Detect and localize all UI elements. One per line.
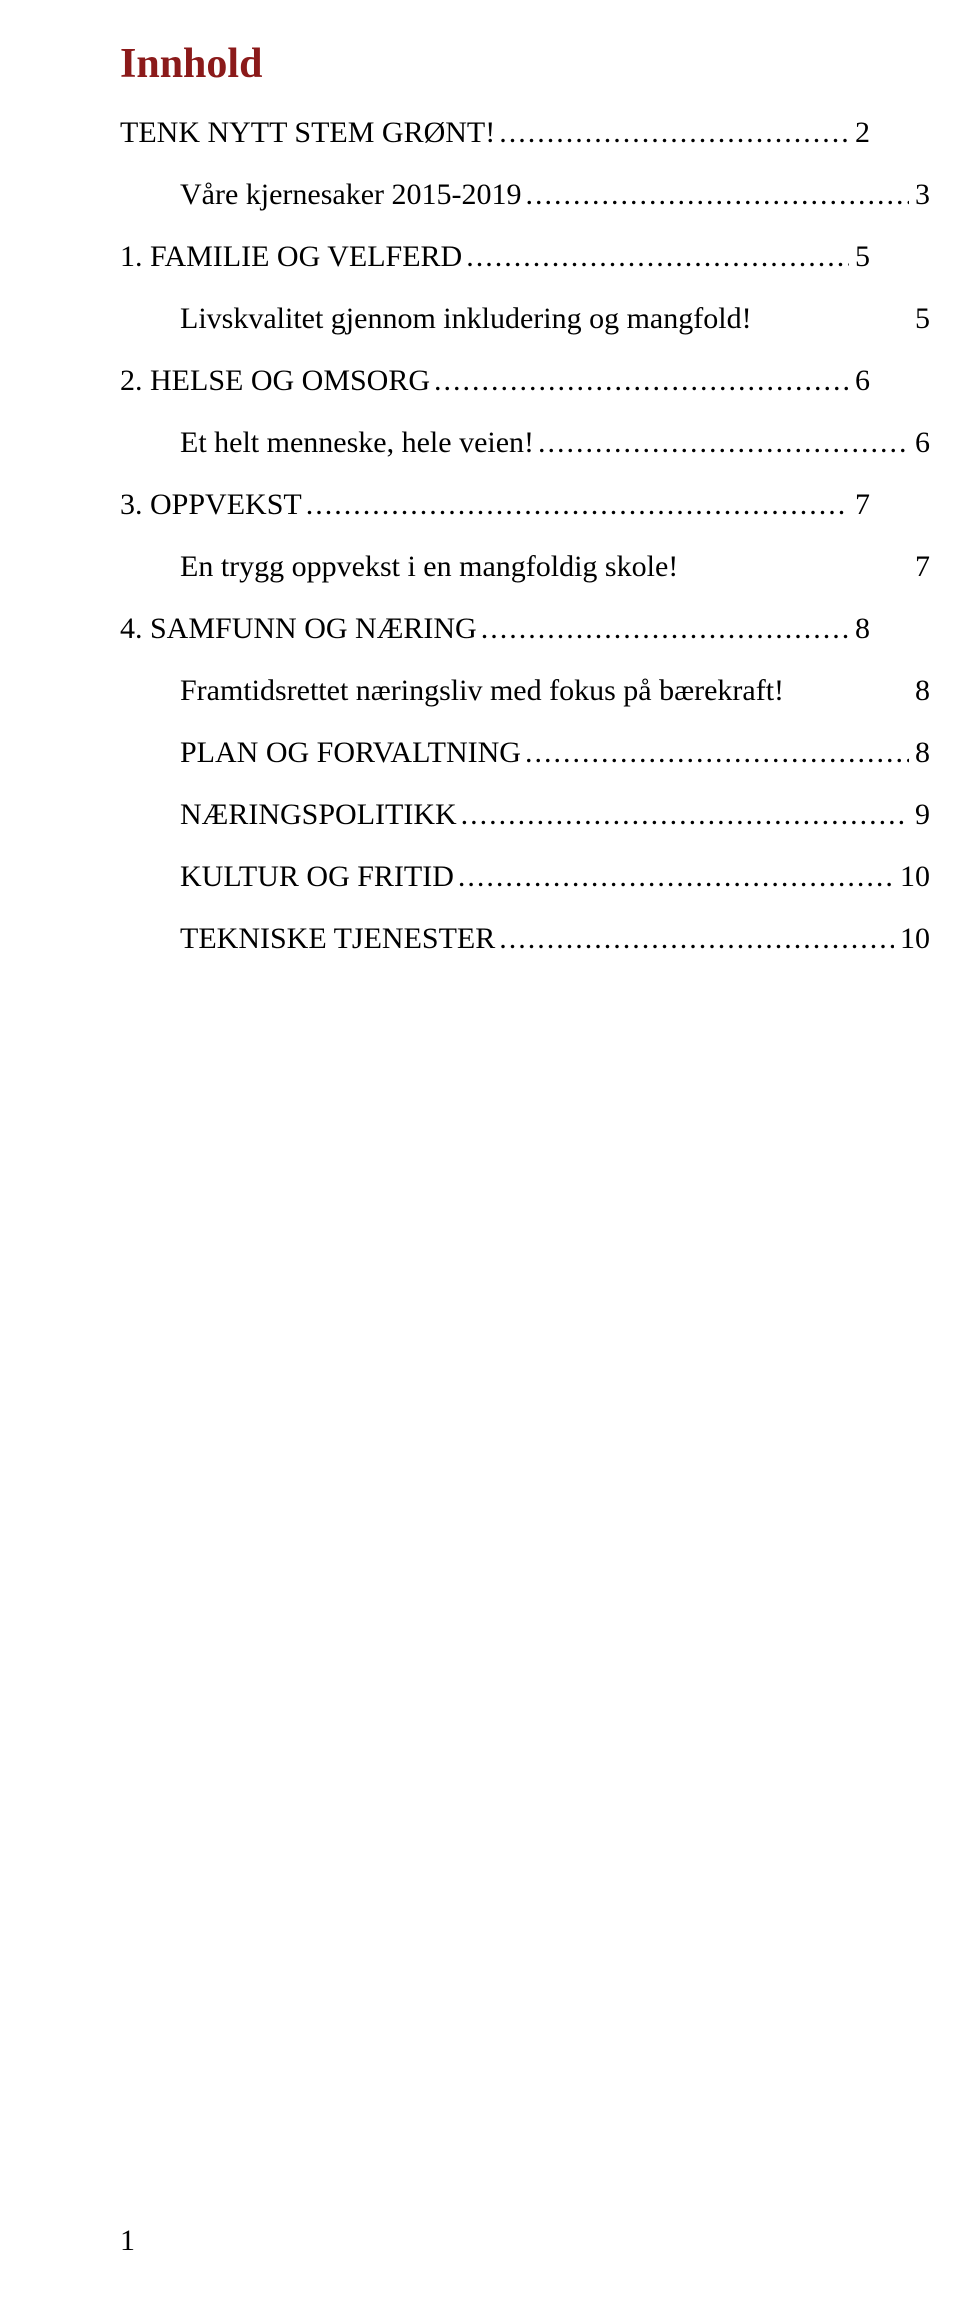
document-page: Innhold TENK NYTT STEM GRØNT! 2 Våre kjern… bbox=[0, 0, 960, 2318]
toc-container: TENK NYTT STEM GRØNT! 2 Våre kjernesaker 2… bbox=[120, 116, 870, 956]
toc-entry-page: 5 bbox=[849, 240, 870, 274]
toc-entry-extra: 5 bbox=[875, 302, 930, 336]
toc-leader bbox=[522, 178, 909, 212]
toc-leader bbox=[495, 116, 849, 150]
toc-entry-page: 8 bbox=[909, 674, 930, 708]
toc-entry: 4. SAMFUNN OG NÆRING 8 bbox=[120, 612, 870, 646]
toc-entry-page: 8 bbox=[849, 612, 870, 646]
toc-leader bbox=[534, 426, 909, 460]
toc-entry: Våre kjernesaker 2015-2019 3 bbox=[120, 178, 930, 212]
toc-leader bbox=[430, 364, 849, 398]
toc-entry-label: En trygg oppvekst i en mangfoldig skole! bbox=[180, 550, 678, 584]
toc-leader bbox=[457, 798, 909, 832]
toc-entry-label: 1. FAMILIE OG VELFERD bbox=[120, 240, 462, 274]
toc-leader bbox=[495, 922, 894, 956]
toc-leader bbox=[521, 736, 909, 770]
toc-entry: Et helt menneske, hele veien! 6 bbox=[120, 426, 930, 460]
toc-entry-label: TEKNISKE TJENESTER bbox=[180, 922, 495, 956]
toc-entry-page: 2 bbox=[849, 116, 870, 150]
toc-entry-label: KULTUR OG FRITID bbox=[180, 860, 454, 894]
toc-entry-page: 7 bbox=[849, 488, 870, 522]
toc-entry-label: Livskvalitet gjennom inkludering og mang… bbox=[180, 302, 752, 336]
toc-entry-label: PLAN OG FORVALTNING bbox=[180, 736, 521, 770]
toc-entry-label: 4. SAMFUNN OG NÆRING bbox=[120, 612, 477, 646]
toc-entry-label: NÆRINGSPOLITIKK bbox=[180, 798, 457, 832]
toc-entry: PLAN OG FORVALTNING 8 bbox=[120, 736, 930, 770]
toc-entry-page: 9 bbox=[909, 798, 930, 832]
toc-entry-page: 8 bbox=[909, 736, 930, 770]
toc-entry: En trygg oppvekst i en mangfoldig skole!… bbox=[120, 550, 930, 584]
toc-entry: 2. HELSE OG OMSORG 6 bbox=[120, 364, 870, 398]
toc-leader bbox=[477, 612, 849, 646]
toc-entry: 3. OPPVEKST 7 bbox=[120, 488, 870, 522]
page-number: 1 bbox=[120, 2224, 135, 2258]
toc-entry: Livskvalitet gjennom inkludering og mang… bbox=[120, 302, 930, 336]
toc-entry-label: TENK NYTT STEM GRØNT! bbox=[120, 116, 495, 150]
toc-entry-extra: 7 bbox=[875, 550, 930, 584]
toc-entry-label: Våre kjernesaker 2015-2019 bbox=[180, 178, 522, 212]
toc-entry-label: 2. HELSE OG OMSORG bbox=[120, 364, 430, 398]
toc-entry: Framtidsrettet næringsliv med fokus på b… bbox=[120, 674, 930, 708]
toc-entry: KULTUR OG FRITID 10 bbox=[120, 860, 930, 894]
toc-title: Innhold bbox=[120, 40, 870, 88]
toc-entry-page: 10 bbox=[894, 922, 930, 956]
toc-entry-page: 10 bbox=[894, 860, 930, 894]
toc-entry: TENK NYTT STEM GRØNT! 2 bbox=[120, 116, 870, 150]
toc-entry-page: 6 bbox=[849, 364, 870, 398]
toc-entry-label: Framtidsrettet næringsliv med fokus på b… bbox=[180, 674, 784, 708]
toc-leader bbox=[302, 488, 849, 522]
toc-entry-label: 3. OPPVEKST bbox=[120, 488, 302, 522]
toc-entry: TEKNISKE TJENESTER 10 bbox=[120, 922, 930, 956]
toc-entry: 1. FAMILIE OG VELFERD 5 bbox=[120, 240, 870, 274]
toc-entry-page: 3 bbox=[909, 178, 930, 212]
toc-entry: NÆRINGSPOLITIKK 9 bbox=[120, 798, 930, 832]
toc-entry-label: Et helt menneske, hele veien! bbox=[180, 426, 534, 460]
toc-entry-page: 6 bbox=[909, 426, 930, 460]
toc-leader bbox=[462, 240, 849, 274]
toc-leader bbox=[454, 860, 894, 894]
